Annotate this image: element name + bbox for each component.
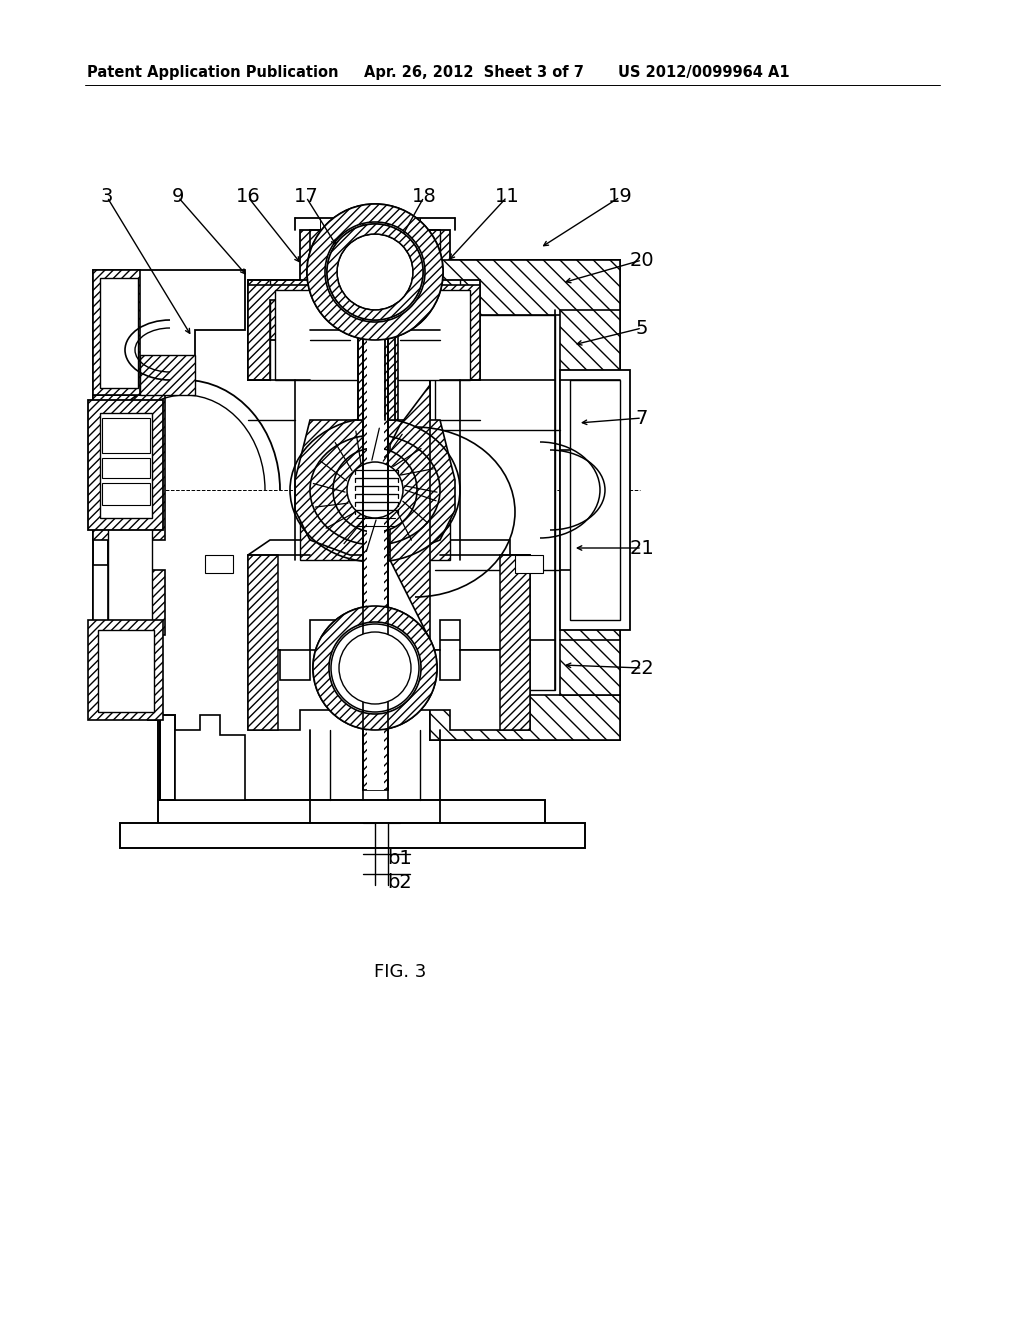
Bar bbox=[435, 315, 555, 690]
Bar bbox=[570, 380, 620, 620]
Text: 9: 9 bbox=[172, 187, 184, 206]
Circle shape bbox=[323, 616, 427, 719]
Polygon shape bbox=[108, 411, 152, 624]
Text: 19: 19 bbox=[607, 187, 633, 206]
Circle shape bbox=[327, 224, 423, 319]
Bar bbox=[100, 279, 138, 388]
Text: 22: 22 bbox=[630, 659, 654, 677]
Text: 16: 16 bbox=[236, 187, 260, 206]
Bar bbox=[140, 355, 195, 395]
Bar bbox=[430, 260, 620, 315]
Text: 18: 18 bbox=[412, 187, 436, 206]
Polygon shape bbox=[248, 649, 530, 730]
Bar bbox=[102, 458, 150, 478]
Text: b2: b2 bbox=[388, 873, 413, 891]
Bar bbox=[560, 310, 620, 696]
Bar bbox=[560, 370, 630, 630]
Circle shape bbox=[339, 632, 411, 704]
Text: Patent Application Publication: Patent Application Publication bbox=[87, 65, 339, 79]
Polygon shape bbox=[248, 230, 510, 385]
Bar bbox=[358, 330, 398, 420]
Circle shape bbox=[333, 447, 417, 532]
Bar bbox=[430, 696, 620, 741]
Circle shape bbox=[347, 462, 403, 517]
Polygon shape bbox=[390, 385, 430, 640]
Text: FIG. 3: FIG. 3 bbox=[374, 964, 426, 981]
Polygon shape bbox=[248, 540, 530, 649]
Polygon shape bbox=[120, 822, 585, 847]
Text: 20: 20 bbox=[630, 251, 654, 269]
Polygon shape bbox=[158, 800, 545, 822]
Polygon shape bbox=[93, 271, 140, 395]
Text: 3: 3 bbox=[100, 187, 114, 206]
Polygon shape bbox=[248, 285, 480, 380]
Text: 17: 17 bbox=[294, 187, 318, 206]
Polygon shape bbox=[93, 395, 165, 540]
Circle shape bbox=[307, 205, 443, 341]
Polygon shape bbox=[430, 260, 620, 741]
Text: 5: 5 bbox=[636, 318, 648, 338]
Bar bbox=[100, 413, 152, 517]
Circle shape bbox=[313, 606, 437, 730]
Bar bbox=[98, 630, 154, 711]
Bar bbox=[275, 290, 470, 380]
Circle shape bbox=[331, 624, 419, 711]
Text: US 2012/0099964 A1: US 2012/0099964 A1 bbox=[618, 65, 790, 79]
Bar bbox=[88, 620, 163, 719]
Text: 11: 11 bbox=[495, 187, 519, 206]
Polygon shape bbox=[93, 395, 175, 800]
Circle shape bbox=[337, 234, 413, 310]
Bar bbox=[205, 554, 233, 573]
Polygon shape bbox=[93, 271, 245, 395]
Text: 7: 7 bbox=[636, 408, 648, 428]
Polygon shape bbox=[385, 420, 455, 554]
Bar bbox=[248, 554, 278, 730]
Bar bbox=[88, 400, 163, 531]
Circle shape bbox=[317, 214, 433, 330]
Text: b1: b1 bbox=[388, 849, 413, 867]
Polygon shape bbox=[300, 490, 450, 560]
Polygon shape bbox=[430, 330, 510, 360]
Text: Apr. 26, 2012  Sheet 3 of 7: Apr. 26, 2012 Sheet 3 of 7 bbox=[364, 65, 584, 79]
Polygon shape bbox=[93, 570, 165, 635]
Wedge shape bbox=[327, 224, 423, 319]
Text: 21: 21 bbox=[630, 539, 654, 557]
Polygon shape bbox=[295, 420, 365, 554]
Wedge shape bbox=[307, 205, 443, 341]
Wedge shape bbox=[313, 606, 437, 730]
Bar bbox=[515, 554, 543, 573]
Bar bbox=[102, 418, 150, 453]
Bar bbox=[102, 483, 150, 506]
Bar bbox=[367, 230, 384, 789]
Bar bbox=[362, 230, 388, 789]
Bar bbox=[500, 554, 530, 730]
Polygon shape bbox=[93, 565, 245, 800]
